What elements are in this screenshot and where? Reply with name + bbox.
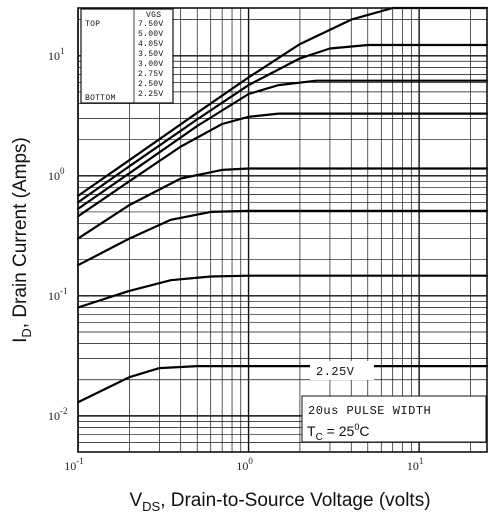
plot-frame	[77, 7, 488, 453]
y-tick-label: 10-1	[48, 286, 68, 303]
legend-entry: 2.75V	[138, 70, 164, 79]
x-tick-label: 10-1	[64, 456, 84, 473]
y-tick-label: 100	[48, 166, 65, 183]
legend-entry: 5.00V	[138, 30, 164, 39]
legend-entry: 7.50V	[138, 20, 164, 29]
legend-entry: 3.50V	[138, 50, 164, 59]
series-line-vgs-3-00V	[76, 167, 489, 240]
legend-entry: 3.00V	[138, 60, 164, 69]
legend-header: VGS	[146, 11, 161, 20]
x-tick-label: 101	[407, 456, 424, 473]
series-line-vgs-2-50V	[76, 274, 489, 309]
pulse-width-note: 20us PULSE WIDTH	[308, 404, 431, 418]
x-tick-label: 100	[236, 456, 253, 473]
y-tick-label: 101	[48, 46, 65, 63]
series-line-vgs-3-50V	[76, 112, 489, 218]
legend: VGS TOP BOTTOM 7.50V 5.00V 4.05V 3.50V 3…	[80, 8, 174, 104]
legend-entry: 2.50V	[138, 80, 164, 89]
series-line-vgs-4-05V	[76, 79, 489, 210]
series-line-vgs-7-50V	[76, 6, 489, 197]
y-axis-title: ID, Drain Current (Amps)	[10, 137, 34, 343]
legend-box	[80, 8, 174, 104]
series-line-vgs-5-00V	[76, 43, 489, 204]
conditions-box	[301, 395, 487, 443]
curve-label: 2.25V	[316, 365, 355, 379]
legend-top-label: TOP	[85, 20, 100, 29]
case-temperature-note: TC = 250C	[307, 422, 369, 443]
series-group	[76, 6, 489, 404]
series-line-vgs-2-25V	[76, 365, 489, 404]
legend-bottom-label: BOTTOM	[85, 94, 116, 103]
curve-label-annotation: 2.25V	[310, 361, 374, 380]
tick-labels: 10-1 100 101 10-2 10-1 100 101	[48, 46, 423, 473]
legend-entry: 4.05V	[138, 40, 164, 49]
x-axis-title: VDS, Drain-to-Source Voltage (volts)	[129, 490, 430, 514]
series-line-vgs-2-75V	[76, 209, 489, 267]
y-tick-label: 10-2	[48, 406, 68, 423]
legend-entry: 2.25V	[138, 90, 164, 99]
test-conditions-annotation: 20us PULSE WIDTH TC = 250C	[301, 395, 487, 443]
